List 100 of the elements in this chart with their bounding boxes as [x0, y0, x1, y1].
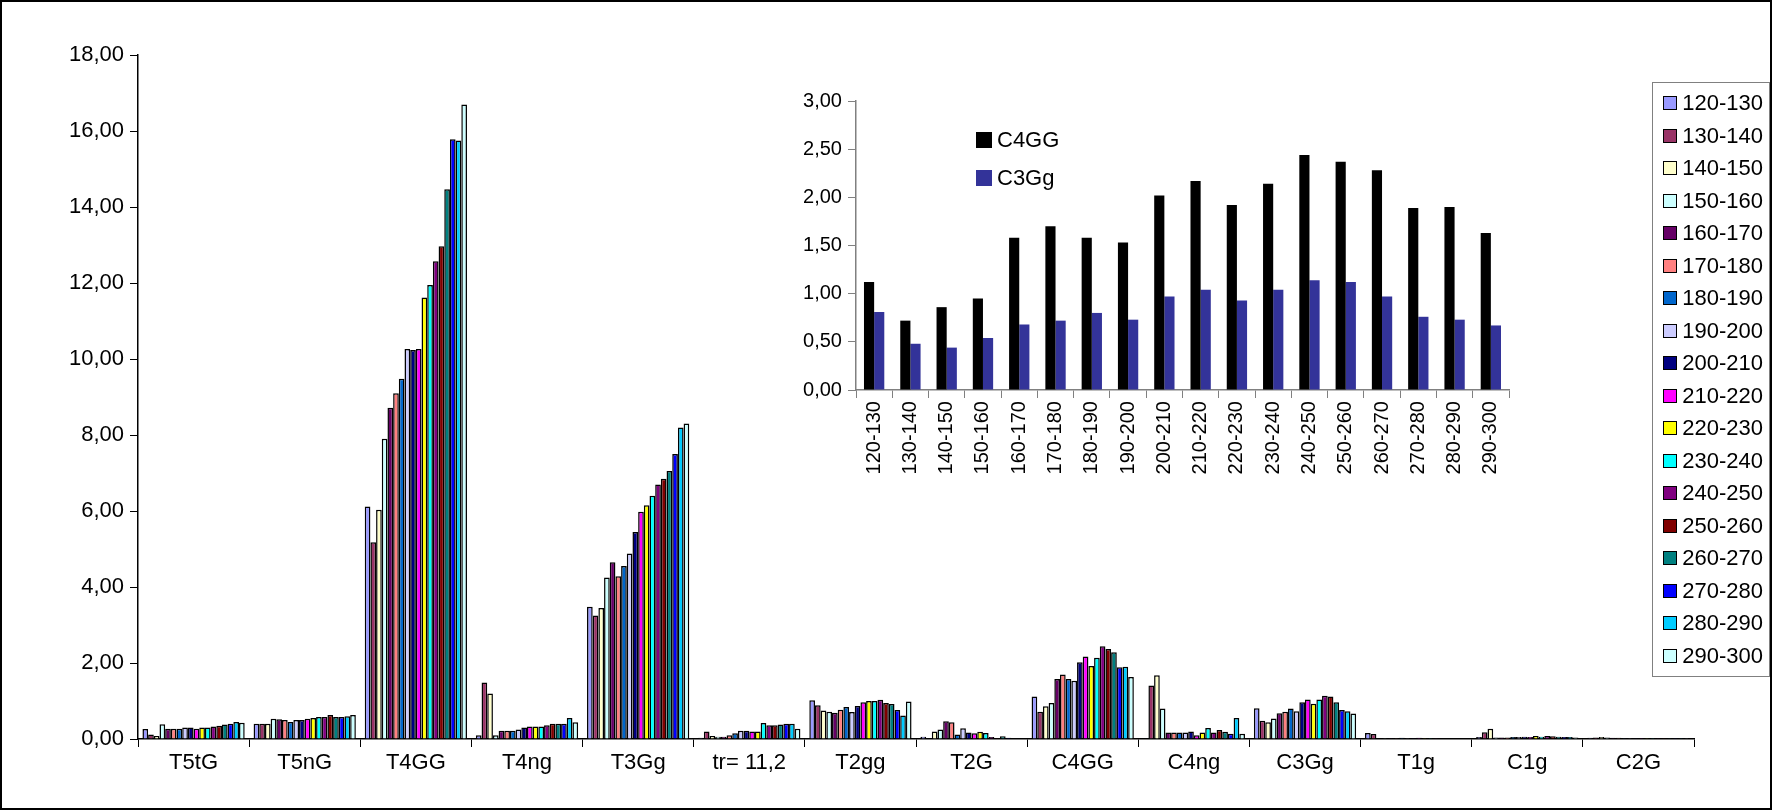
- legend-label: 210-220: [1682, 382, 1763, 408]
- bar: [1408, 207, 1419, 390]
- x-tick-label: T5nG: [277, 749, 333, 775]
- x-tick-label: tr= 11,2: [712, 749, 787, 775]
- x-tick-label: 160-170: [1006, 401, 1029, 475]
- bar: [1045, 226, 1056, 390]
- x-tick-label: 150-160: [970, 401, 993, 475]
- x-tick-label: T4GG: [385, 749, 446, 775]
- y-tick-label: 12,00: [68, 269, 124, 295]
- x-tick-label: T3Gg: [610, 749, 666, 775]
- legend-label: 250-260: [1682, 512, 1763, 538]
- x-tick-label: T1g: [1397, 749, 1436, 775]
- y-tick-label: 2,50: [803, 136, 842, 159]
- x-tick-label: 280-290: [1442, 401, 1465, 475]
- legend-label: 160-170: [1682, 220, 1763, 246]
- x-tick-label: 240-250: [1296, 401, 1319, 475]
- bar: [1454, 319, 1465, 390]
- y-tick-label: 4,00: [81, 573, 124, 599]
- x-tick-label: 180-190: [1079, 401, 1102, 475]
- bar: [972, 298, 983, 390]
- bar: [1490, 325, 1502, 390]
- x-tick-label: 290-300: [1478, 401, 1501, 475]
- bar: [1154, 195, 1165, 390]
- legend-label: 280-290: [1682, 610, 1763, 636]
- x-tick-label: 200-210: [1151, 401, 1174, 475]
- bar: [1480, 232, 1491, 390]
- bar: [1019, 324, 1030, 390]
- bar: [1226, 205, 1237, 390]
- bar: [1299, 154, 1310, 390]
- bar: [1081, 237, 1092, 390]
- y-tick-label: 6,00: [81, 497, 124, 523]
- legend-label: 270-280: [1682, 577, 1763, 603]
- x-tick-label: 140-150: [934, 401, 957, 475]
- x-tick-label: 120-130: [861, 401, 884, 475]
- y-tick-label: 18,00: [68, 41, 124, 67]
- x-tick-label: 130-140: [897, 401, 920, 475]
- x-tick-label: C3Gg: [1276, 749, 1334, 775]
- bar: [1128, 319, 1139, 390]
- y-tick-label: 0,50: [803, 329, 842, 352]
- x-tick-label: C4ng: [1167, 749, 1221, 775]
- bar: [1009, 237, 1020, 390]
- legend-label: 120-130: [1682, 90, 1763, 116]
- bar: [1055, 320, 1066, 390]
- bar: [1371, 170, 1383, 390]
- y-tick-label: 2,00: [81, 649, 124, 675]
- bar: [1091, 312, 1102, 390]
- bar: [863, 282, 875, 390]
- legend-label: 150-160: [1682, 187, 1763, 213]
- x-tick-label: 270-280: [1405, 401, 1428, 475]
- bar: [1273, 289, 1284, 390]
- legend-label: C3Gg: [997, 165, 1055, 190]
- bar: [946, 347, 957, 390]
- x-tick-label: C1g: [1507, 749, 1548, 775]
- bar: [936, 307, 947, 390]
- bar: [910, 343, 921, 390]
- bar: [1164, 296, 1175, 390]
- y-tick-label: 0,00: [803, 377, 842, 400]
- y-tick-label: 1,50: [803, 233, 842, 256]
- x-tick-label: 250-260: [1333, 401, 1356, 475]
- legend-label: 240-250: [1682, 480, 1763, 506]
- y-tick-label: 10,00: [68, 345, 124, 371]
- x-tick-label: 190-200: [1115, 401, 1138, 475]
- y-tick-label: 14,00: [68, 193, 124, 219]
- legend-label: 140-150: [1682, 155, 1763, 181]
- bar: [1345, 282, 1356, 390]
- x-tick-label: 260-270: [1369, 401, 1392, 475]
- bar: [1309, 280, 1320, 390]
- x-tick-label: 230-240: [1260, 401, 1283, 475]
- bar: [1117, 242, 1129, 390]
- y-tick-label: 8,00: [81, 421, 124, 447]
- legend-label: 170-180: [1682, 252, 1763, 278]
- bar: [900, 320, 911, 390]
- x-tick-label: T2gg: [835, 749, 886, 775]
- x-tick-label: 170-180: [1043, 401, 1066, 475]
- x-tick-label: T5tG: [169, 749, 219, 775]
- x-tick-label: 220-230: [1224, 401, 1247, 475]
- legend-label: 290-300: [1682, 642, 1763, 668]
- bar: [1382, 296, 1393, 390]
- x-tick-label: C2G: [1615, 749, 1662, 775]
- y-tick-label: 2,00: [803, 184, 842, 207]
- bar: [982, 337, 994, 390]
- x-tick-label: T4ng: [501, 749, 553, 775]
- bar: [1335, 161, 1346, 390]
- legend-label: 130-140: [1682, 122, 1763, 148]
- legend-label: 180-190: [1682, 285, 1763, 311]
- legend-label: 200-210: [1682, 350, 1763, 376]
- bar: [1236, 300, 1248, 390]
- x-tick-label: C4GG: [1051, 749, 1114, 775]
- bar: [1418, 316, 1429, 390]
- x-tick-label: T2G: [950, 749, 993, 775]
- legend-label: C4GG: [997, 127, 1060, 152]
- bar: [1200, 289, 1211, 390]
- bar: [1263, 183, 1274, 390]
- y-tick-label: 1,00: [803, 281, 842, 304]
- y-tick-label: 3,00: [803, 88, 842, 111]
- y-tick-label: 0,00: [81, 725, 124, 751]
- bar: [1444, 206, 1455, 390]
- legend-label: 260-270: [1682, 545, 1763, 571]
- bar: [1190, 180, 1201, 390]
- y-tick-label: 16,00: [68, 117, 124, 143]
